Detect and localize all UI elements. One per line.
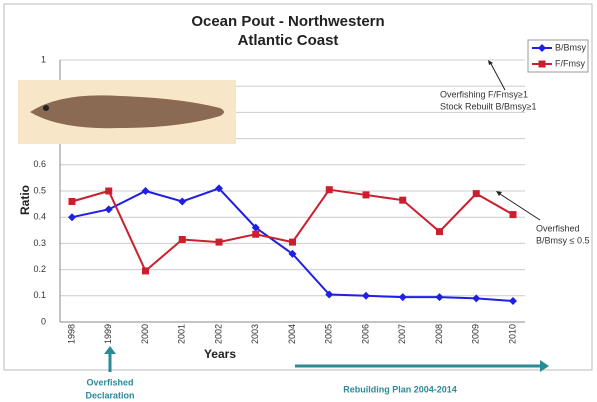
y-tick-label: 0.4 (33, 212, 46, 222)
x-axis-label: Years (204, 347, 236, 361)
x-tick-label: 2002 (213, 324, 223, 344)
data-point (510, 211, 517, 218)
fish-image (18, 80, 236, 144)
chart: Ocean Pout - Northwestern Atlantic Coast… (0, 0, 597, 402)
annotation: Overfishing F/Fmsy≥1 (440, 89, 528, 99)
annotation: Overfished (86, 377, 133, 387)
annotation: Rebuilding Plan 2004-2014 (343, 384, 457, 394)
x-tick-label: 2009 (471, 324, 481, 344)
legend-label: B/Bmsy (555, 42, 587, 52)
chart-frame (4, 4, 592, 370)
y-tick-label: 0.6 (33, 159, 46, 169)
y-tick-label: 0.5 (33, 185, 46, 195)
x-tick-label: 2000 (140, 324, 150, 344)
data-point (69, 198, 76, 205)
x-tick-label: 1998 (66, 324, 76, 344)
chart-title: Ocean Pout - Northwestern (191, 13, 384, 30)
chart-title: Atlantic Coast (238, 32, 339, 49)
data-point (399, 197, 406, 204)
x-tick-label: 2010 (507, 324, 517, 344)
x-tick-label: 1999 (103, 324, 113, 344)
y-tick-label: 1 (41, 54, 46, 64)
x-tick-label: 2008 (434, 324, 444, 344)
data-point (436, 228, 443, 235)
data-point (142, 267, 149, 274)
x-tick-label: 2003 (250, 324, 260, 344)
annotation: Stock Rebuilt B/Bmsy≥1 (440, 101, 536, 111)
y-tick-label: 0.1 (33, 290, 46, 300)
y-tick-label: 0 (41, 316, 46, 326)
data-point (216, 239, 223, 246)
x-tick-label: 2001 (177, 324, 187, 344)
data-point (179, 236, 186, 243)
legend-label: F/Fmsy (555, 58, 585, 68)
annotation: Overfished (536, 223, 580, 233)
annotation: B/Bmsy ≤ 0.5 (536, 235, 589, 245)
y-tick-label: 0.2 (33, 264, 46, 274)
annotation: Declaration (85, 390, 134, 400)
data-point (326, 186, 333, 193)
data-point (289, 239, 296, 246)
legend-marker (539, 61, 546, 68)
x-tick-label: 2005 (324, 324, 334, 344)
data-point (363, 191, 370, 198)
y-axis-label: Ratio (18, 185, 32, 215)
x-tick-label: 2004 (287, 324, 297, 344)
y-tick-label: 0.3 (33, 238, 46, 248)
legend: B/Bmsy F/Fmsy (528, 40, 588, 72)
x-tick-label: 2007 (397, 324, 407, 344)
x-tick-label: 2006 (360, 324, 370, 344)
data-point (473, 190, 480, 197)
data-point (252, 231, 259, 238)
data-point (105, 188, 112, 195)
